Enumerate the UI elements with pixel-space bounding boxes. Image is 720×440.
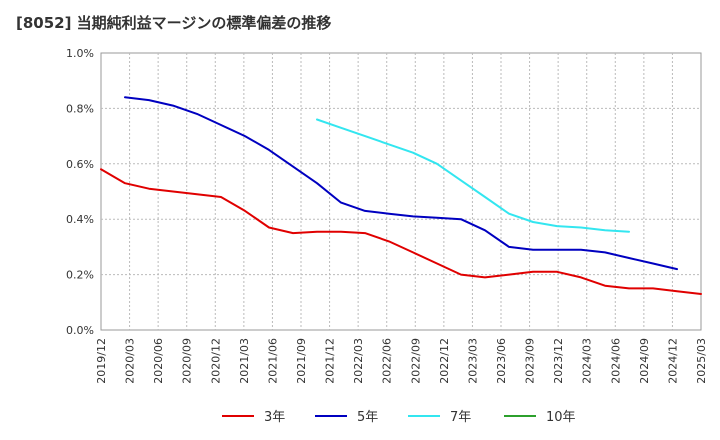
y-tick-label: 0.4% bbox=[66, 213, 94, 226]
x-tick-label: 2023/06 bbox=[495, 338, 508, 384]
series-line-1 bbox=[124, 96, 678, 271]
x-tick-label: 2021/12 bbox=[324, 338, 337, 384]
legend-label-3: 10年 bbox=[546, 410, 576, 425]
y-tick-label: 0.0% bbox=[66, 324, 94, 337]
x-tick-label: 2020/06 bbox=[152, 338, 165, 384]
x-tick-label: 2021/03 bbox=[238, 338, 251, 384]
x-tick-label: 2021/09 bbox=[295, 338, 308, 384]
x-tick-label: 2022/12 bbox=[438, 338, 451, 384]
x-tick-label: 2024/12 bbox=[666, 338, 679, 384]
series-line-0 bbox=[100, 168, 702, 295]
x-tick-label: 2020/09 bbox=[181, 338, 194, 384]
y-tick-label: 0.8% bbox=[66, 102, 94, 115]
series-line-2 bbox=[316, 118, 630, 233]
x-tick-label: 2020/03 bbox=[124, 338, 137, 384]
x-tick-label: 2023/09 bbox=[524, 338, 537, 384]
chart-title: [8052] 当期純利益マージンの標準偏差の推移 bbox=[16, 14, 332, 32]
x-tick-label: 2023/12 bbox=[552, 338, 565, 384]
x-tick-label: 2020/12 bbox=[209, 338, 222, 384]
legend-label-2: 7年 bbox=[450, 410, 471, 425]
legend-label-0: 3年 bbox=[264, 410, 285, 425]
x-tick-label: 2023/03 bbox=[466, 338, 479, 384]
x-tick-label: 2022/06 bbox=[381, 338, 394, 384]
x-tick-label: 2024/03 bbox=[581, 338, 594, 384]
plot-area bbox=[100, 52, 702, 331]
x-tick-label: 2019/12 bbox=[95, 338, 108, 384]
x-tick-label: 2022/03 bbox=[352, 338, 365, 384]
y-tick-label: 0.2% bbox=[66, 269, 94, 282]
x-tick-label: 2024/06 bbox=[609, 338, 622, 384]
x-tick-label: 2021/06 bbox=[266, 338, 279, 384]
x-tick-label: 2025/03 bbox=[695, 338, 708, 384]
x-tick-label: 2024/09 bbox=[638, 338, 651, 384]
x-tick-label: 2022/09 bbox=[409, 338, 422, 384]
legend-label-1: 5年 bbox=[357, 410, 378, 425]
y-tick-label: 0.6% bbox=[66, 158, 94, 171]
y-tick-label: 1.0% bbox=[66, 47, 94, 60]
